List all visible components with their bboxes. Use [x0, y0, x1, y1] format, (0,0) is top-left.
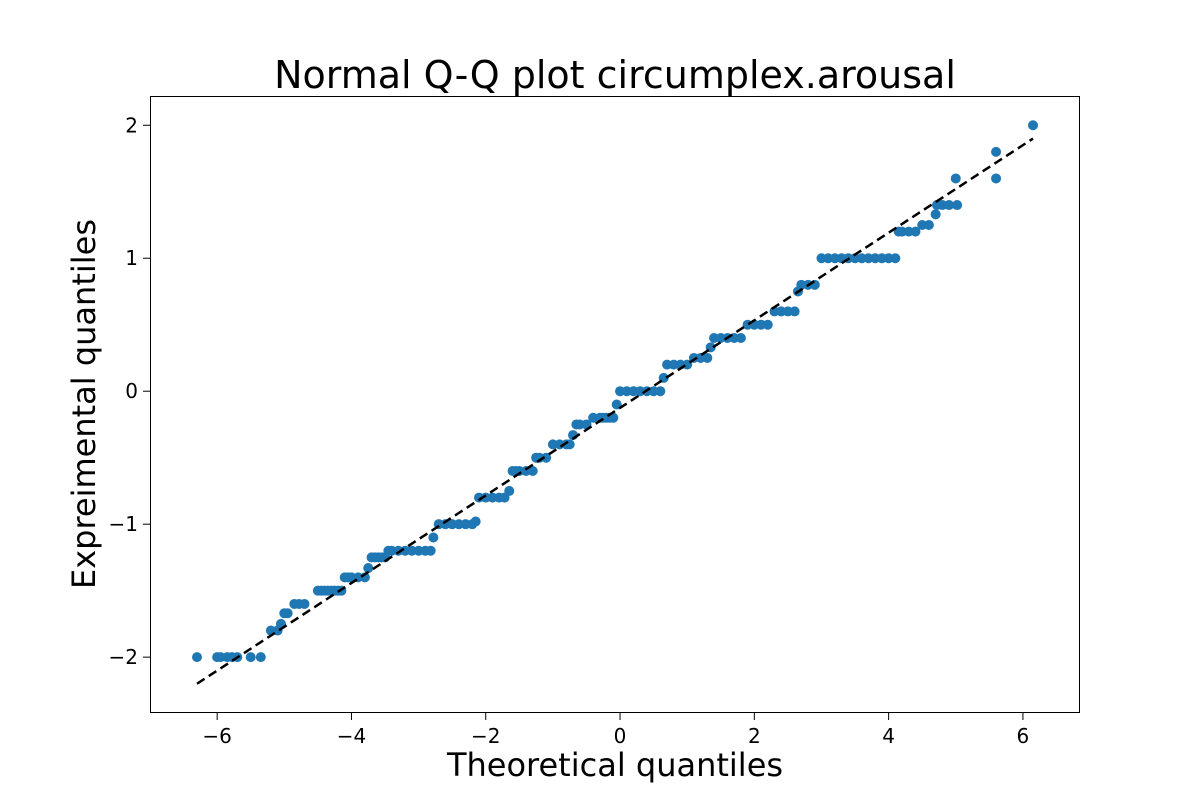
data-point — [527, 465, 538, 476]
x-tick-label: 6 — [1017, 724, 1030, 748]
x-tick-label: 0 — [614, 724, 627, 748]
data-point — [702, 352, 713, 363]
data-point — [541, 452, 552, 463]
y-tick-label: 2 — [125, 113, 138, 137]
data-point — [425, 545, 436, 556]
x-tick-label: −4 — [337, 724, 366, 748]
data-point — [944, 200, 955, 211]
y-tick-label: 0 — [125, 379, 138, 403]
x-tick-label: 4 — [882, 724, 895, 748]
data-point — [923, 219, 934, 230]
data-point — [470, 516, 481, 527]
x-axis-label: Theoretical quantiles — [446, 746, 783, 784]
data-point — [991, 146, 1002, 157]
x-axis: −6 −4 −2 0 2 4 6 — [202, 713, 1029, 748]
data-point — [762, 319, 773, 330]
data-point — [428, 532, 439, 543]
plot-area: −6 −4 −2 0 2 4 6 −2 −1 0 1 2 — [109, 96, 1080, 748]
data-point — [735, 333, 746, 344]
y-tick-label: 1 — [125, 246, 138, 270]
data-point — [950, 173, 961, 184]
data-point — [255, 652, 266, 663]
data-point — [282, 608, 293, 619]
reference-line — [196, 137, 1034, 685]
plot-frame — [150, 96, 1080, 713]
data-point — [655, 386, 666, 397]
data-point — [1027, 120, 1038, 131]
data-point — [245, 652, 256, 663]
data-point — [910, 226, 921, 237]
data-point — [192, 652, 203, 663]
data-point — [363, 563, 374, 574]
y-tick-label: −2 — [109, 645, 138, 669]
x-tick-label: −6 — [202, 724, 231, 748]
data-point — [952, 200, 963, 211]
data-point — [930, 209, 941, 220]
data-point — [809, 279, 820, 290]
data-points — [192, 120, 1038, 663]
data-point — [890, 253, 901, 264]
data-point — [991, 173, 1002, 184]
y-axis-label: Expreimental quantiles — [65, 219, 103, 589]
data-point — [299, 598, 310, 609]
x-tick-label: −2 — [471, 724, 500, 748]
chart-title: Normal Q-Q plot circumplex.arousal — [274, 53, 956, 97]
x-tick-label: 2 — [748, 724, 761, 748]
data-point — [789, 306, 800, 317]
y-tick-label: −1 — [109, 512, 138, 536]
data-point — [504, 485, 515, 496]
y-axis: −2 −1 0 1 2 — [109, 113, 150, 669]
